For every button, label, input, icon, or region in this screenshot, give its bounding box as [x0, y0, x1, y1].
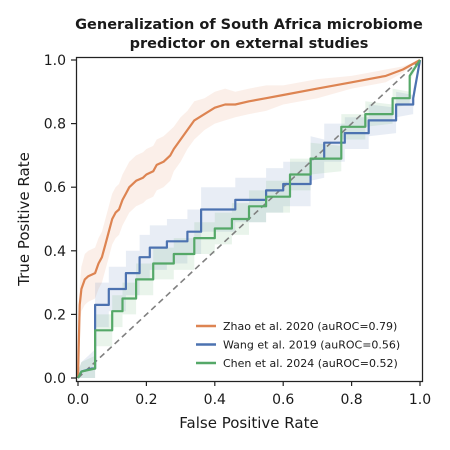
- x-tick-label: 0.4: [204, 392, 226, 408]
- y-tick-label: 0.6: [44, 180, 66, 196]
- y-tick-label: 0.4: [44, 244, 66, 260]
- plot-frame: [75, 56, 424, 383]
- x-tick-label: 0.2: [135, 392, 157, 408]
- y-axis-label: True Positive Rate: [15, 152, 33, 287]
- chart-title-line-1: Generalization of South Africa microbiom…: [75, 17, 423, 33]
- roc-line-2: [77, 59, 422, 379]
- x-tick-label: 1.0: [409, 392, 431, 408]
- x-tick-label: 0.6: [272, 392, 294, 408]
- y-tick-label: 1.0: [44, 53, 66, 69]
- x-axis-label: False Positive Rate: [179, 414, 318, 432]
- x-tick-label: 0.8: [340, 392, 362, 408]
- roc-line-3: [77, 59, 421, 379]
- legend-label-3: Chen et al. 2024 (auROC=0.52): [223, 357, 398, 370]
- confidence-band-1: [78, 60, 420, 378]
- legend-label-2: Wang et al. 2019 (auROC=0.56): [223, 339, 400, 352]
- y-tick-label: 0.0: [44, 371, 66, 387]
- y-tick-label: 0.2: [44, 307, 66, 323]
- y-tick-label: 0.8: [44, 117, 66, 133]
- x-tick-label: 0.0: [67, 392, 89, 408]
- axis-ticks: 0.00.0 0.2 0.2 0.4 0.4 0.6 0.6 0.8 0.8 1.0 1.0: [44, 53, 431, 408]
- legend: Zhao et al. 2020 (auROC=0.79) Wang et al.…: [196, 320, 400, 370]
- plot-area: [76, 59, 422, 379]
- chart-title-line-2: predictor on external studies: [130, 36, 369, 52]
- legend-label-1: Zhao et al. 2020 (auROC=0.79): [223, 320, 397, 333]
- roc-line-1: [76, 59, 421, 379]
